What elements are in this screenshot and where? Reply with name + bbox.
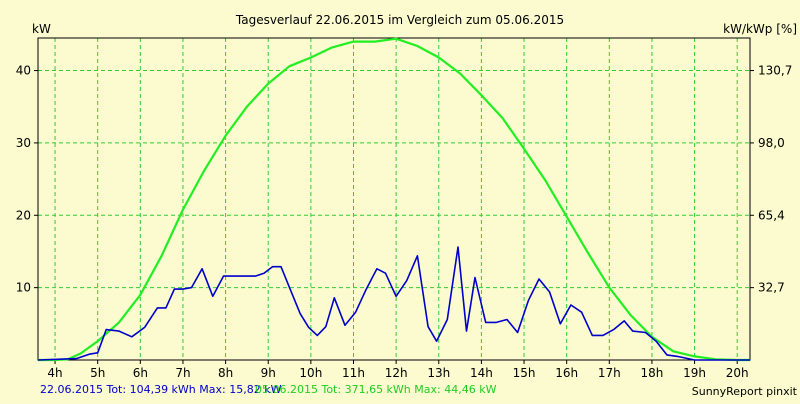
x-tick-label: 5h <box>90 366 105 380</box>
x-axis-ticks: 4h 5h 6h 7h 8h 9h 10h 11h 12h 13h 14h 15h 16h 17h 18h 1… <box>47 360 749 380</box>
legend-series-2-summary: 05.06.2015 Tot: 371,65 kWh Max: 44,46 kW <box>255 383 497 396</box>
x-tick-label: 20h <box>726 366 749 380</box>
left-y-tick-label: 20 <box>16 208 31 222</box>
right-y-tick-label: 130,7 <box>758 64 792 78</box>
chart-title: Tagesverlauf 22.06.2015 im Vergleich zum… <box>235 13 564 27</box>
right-y-tick-label: 32,7 <box>758 281 785 295</box>
right-y-tick-label: 98,0 <box>758 136 785 150</box>
x-tick-label: 9h <box>261 366 276 380</box>
grid-lines <box>38 38 750 360</box>
left-axis-label: kW <box>32 22 51 36</box>
x-tick-label: 6h <box>133 366 148 380</box>
legend-summary: 22.06.2015 Tot: 104,39 kWh Max: 15,82 kW… <box>40 383 497 396</box>
right-y-axis-ticks: 32,7 65,4 98,0 130,7 <box>750 64 792 295</box>
x-tick-label: 19h <box>683 366 706 380</box>
right-axis-label: kW/kWp [%] <box>723 22 797 36</box>
series-line-2 <box>38 37 750 362</box>
x-tick-label: 7h <box>175 366 190 380</box>
credit-label: SunnyReport pinxit <box>692 385 798 398</box>
x-tick-label: 4h <box>47 366 62 380</box>
x-tick-label: 18h <box>641 366 664 380</box>
x-tick-label: 14h <box>470 366 493 380</box>
x-tick-label: 8h <box>218 366 233 380</box>
series-line-1 <box>37 246 750 361</box>
x-tick-label: 16h <box>555 366 578 380</box>
x-tick-label: 13h <box>427 366 450 380</box>
left-y-tick-label: 30 <box>16 136 31 150</box>
left-y-axis-ticks: 10 20 30 40 <box>16 64 38 295</box>
left-y-tick-label: 10 <box>16 281 31 295</box>
x-tick-label: 15h <box>513 366 536 380</box>
series-lines <box>37 37 750 362</box>
x-tick-label: 12h <box>385 366 408 380</box>
x-tick-label: 17h <box>598 366 621 380</box>
left-y-tick-label: 40 <box>16 64 31 78</box>
legend-series-1-summary: 22.06.2015 Tot: 104,39 kWh Max: 15,82 kW <box>40 383 282 396</box>
x-tick-label: 10h <box>299 366 322 380</box>
right-y-tick-label: 65,4 <box>758 208 785 222</box>
x-tick-label: 11h <box>342 366 365 380</box>
